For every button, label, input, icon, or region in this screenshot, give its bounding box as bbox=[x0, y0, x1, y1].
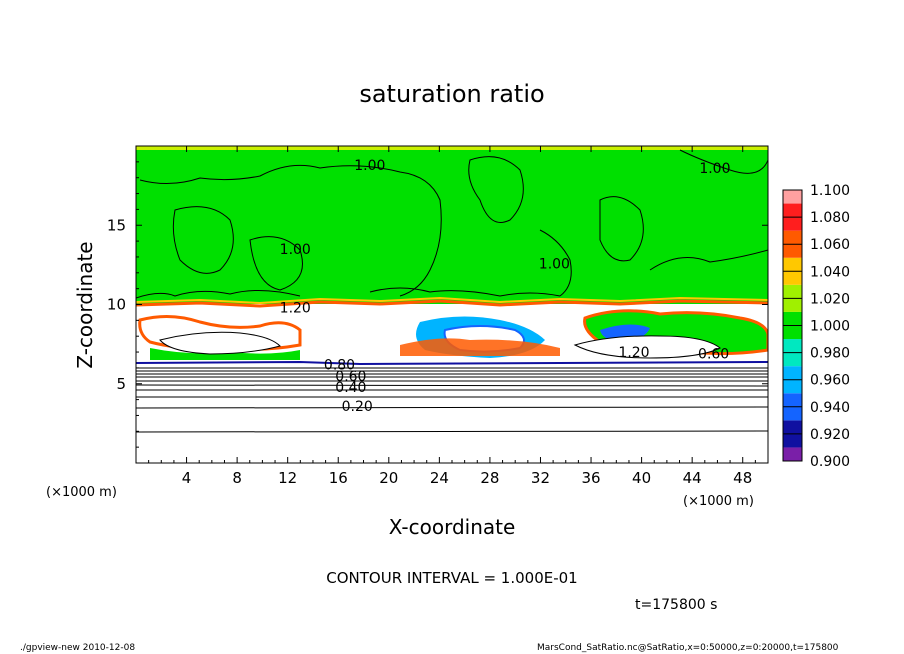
contour-label: 0.60 bbox=[698, 347, 729, 363]
field-dry-region bbox=[136, 362, 768, 463]
contour-label: 1.00 bbox=[354, 158, 385, 174]
colorbar-swatch bbox=[783, 284, 802, 299]
x-tick-label: 24 bbox=[430, 469, 449, 487]
x-tick-label: 12 bbox=[278, 469, 297, 487]
x-tick-label: 48 bbox=[733, 469, 752, 487]
x-axis-label: X-coordinate bbox=[389, 515, 516, 539]
contour-line bbox=[679, 149, 768, 174]
contour-line bbox=[539, 229, 572, 297]
contour-line bbox=[136, 384, 768, 387]
colorbar-label: 0.900 bbox=[810, 454, 850, 470]
contour-label: 1.00 bbox=[699, 161, 730, 177]
colorbar-swatch bbox=[783, 447, 802, 461]
contour-label: 0.60 bbox=[335, 369, 366, 385]
colorbar-label: 1.000 bbox=[810, 319, 850, 335]
x-axis-unit: (×1000 m) bbox=[683, 494, 754, 509]
colorbar-swatch bbox=[783, 217, 802, 231]
contour-label: 0.20 bbox=[342, 399, 373, 415]
contour-line bbox=[136, 406, 768, 409]
y-tick-label: 5 bbox=[116, 375, 126, 393]
y-tick-label: 10 bbox=[107, 296, 126, 314]
contour-line bbox=[136, 289, 301, 299]
contour-labels: 1.00 1.001.001.001.201.200.800.600.400.20… bbox=[280, 158, 731, 415]
field-band-upper-yellow bbox=[136, 296, 768, 305]
contour-label: 1.00 bbox=[280, 242, 311, 258]
colorbar-swatch bbox=[783, 393, 802, 407]
contour-line bbox=[249, 236, 303, 291]
x-tick-label: 16 bbox=[329, 469, 348, 487]
field-top-band bbox=[136, 146, 768, 150]
field-cloud-core-right bbox=[573, 335, 721, 359]
colorbar: 0.900 0.920 0.940 0.960 0.980 1.000 1.020 1.040… bbox=[782, 183, 850, 470]
colorbar-label: 0.940 bbox=[810, 400, 850, 416]
field-cloud-core-left bbox=[159, 331, 281, 355]
colorbar-label: 0.920 bbox=[810, 427, 850, 443]
colorbar-swatch bbox=[783, 271, 802, 285]
colorbar-label: 1.060 bbox=[810, 237, 850, 253]
colorbar-label: 0.980 bbox=[810, 346, 850, 362]
x-tick-label: 20 bbox=[379, 469, 398, 487]
colorbar-label: 1.020 bbox=[810, 291, 850, 307]
contour-label: 1.00 bbox=[539, 256, 570, 272]
x-tick-label: 8 bbox=[232, 469, 242, 487]
colorbar-swatch bbox=[783, 406, 802, 421]
colorbar-swatch bbox=[783, 230, 802, 245]
contour-label: 0.80 bbox=[324, 358, 355, 374]
contour-lines bbox=[136, 149, 768, 433]
colorbar-label: 1.100 bbox=[810, 183, 850, 199]
field-band-upper-red bbox=[136, 299, 768, 308]
contour-line bbox=[369, 287, 561, 297]
contour-line bbox=[136, 430, 768, 433]
colorbar-swatch bbox=[783, 311, 802, 326]
colorbar-swatch bbox=[783, 366, 802, 380]
x-axis-ticks: 4 8 12 16 20 24 28 32 36 40 44 48 bbox=[148, 146, 769, 487]
chart-title: saturation ratio bbox=[359, 80, 544, 108]
colorbar-swatch bbox=[783, 379, 802, 394]
y-axis-label: Z-coordinate bbox=[73, 241, 97, 368]
contour-line bbox=[139, 164, 442, 297]
contour-line bbox=[599, 196, 644, 262]
contour-line bbox=[468, 156, 524, 223]
x-tick-label: 28 bbox=[480, 469, 499, 487]
field-saturated-region bbox=[136, 146, 768, 306]
colorbar-label: 1.040 bbox=[810, 264, 850, 280]
field-pocket-center-rim bbox=[400, 338, 560, 356]
colorbar-label: 1.080 bbox=[810, 210, 850, 226]
colorbar-swatch bbox=[783, 190, 802, 204]
contour-label: 1.20 bbox=[280, 301, 311, 317]
footer-right: MarsCond_SatRatio.nc@SatRatio,x=0:50000,… bbox=[537, 643, 839, 653]
colorbar-swatch bbox=[783, 420, 802, 434]
y-tick-label: 15 bbox=[107, 216, 126, 234]
plot-area: 1.00 1.001.001.001.201.200.800.600.400.20… bbox=[107, 145, 769, 487]
contour-line bbox=[649, 249, 768, 271]
x-tick-label: 32 bbox=[531, 469, 550, 487]
colorbar-label: 0.960 bbox=[810, 373, 850, 389]
colorbar-swatch bbox=[783, 298, 802, 312]
colorbar-swatch bbox=[783, 433, 802, 448]
x-tick-label: 40 bbox=[632, 469, 651, 487]
colorbar-swatch bbox=[783, 352, 802, 367]
x-tick-label: 4 bbox=[182, 469, 192, 487]
y-axis-ticks: 5 10 15 bbox=[107, 161, 768, 448]
footer-left: ./gpview-new 2010-12-08 bbox=[20, 643, 135, 653]
colorbar-swatch bbox=[783, 339, 802, 353]
colorbar-swatch bbox=[783, 203, 802, 218]
x-tick-label: 36 bbox=[581, 469, 600, 487]
field-dry-top-blue bbox=[136, 360, 768, 366]
colorbar-swatch bbox=[783, 257, 802, 272]
contour-line bbox=[172, 206, 234, 274]
contour-label: 0.40 bbox=[335, 380, 366, 396]
time-stamp: t=175800 s bbox=[635, 597, 717, 613]
colorbar-swatch bbox=[783, 325, 802, 340]
colorbar-swatch bbox=[783, 244, 802, 258]
contour-interval-text: CONTOUR INTERVAL = 1.000E-01 bbox=[326, 569, 577, 587]
contour-label: 1.20 bbox=[618, 345, 649, 361]
z-axis-unit: (×1000 m) bbox=[46, 485, 117, 500]
x-tick-label: 44 bbox=[683, 469, 702, 487]
